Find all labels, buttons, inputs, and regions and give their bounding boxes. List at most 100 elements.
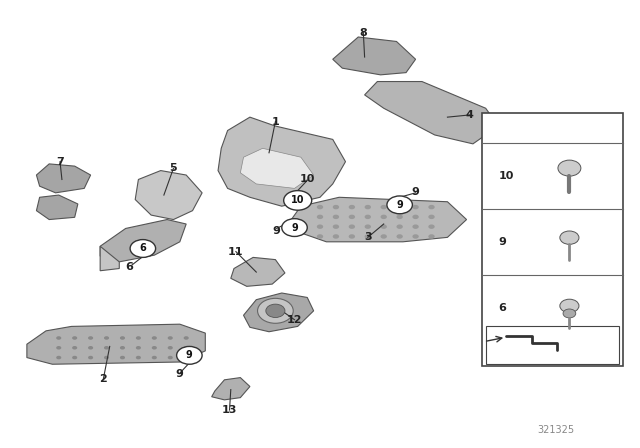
Circle shape: [184, 356, 189, 359]
Polygon shape: [241, 148, 314, 188]
Polygon shape: [244, 293, 314, 332]
Text: 321325: 321325: [537, 426, 574, 435]
Circle shape: [381, 234, 387, 239]
Polygon shape: [100, 220, 186, 262]
Text: 8: 8: [360, 28, 367, 38]
Circle shape: [104, 336, 109, 340]
Text: 6: 6: [125, 262, 132, 272]
Circle shape: [317, 234, 323, 239]
Polygon shape: [27, 324, 205, 364]
Circle shape: [284, 190, 312, 210]
Text: 11: 11: [228, 246, 244, 257]
Circle shape: [349, 224, 355, 229]
Circle shape: [365, 205, 371, 209]
Text: 9: 9: [273, 226, 280, 236]
Circle shape: [317, 215, 323, 219]
Circle shape: [317, 224, 323, 229]
Circle shape: [317, 205, 323, 209]
Circle shape: [104, 346, 109, 349]
Circle shape: [120, 346, 125, 349]
Text: 1: 1: [271, 116, 279, 127]
Circle shape: [56, 336, 61, 340]
Circle shape: [136, 346, 141, 349]
Circle shape: [560, 231, 579, 244]
Circle shape: [381, 224, 387, 229]
Text: 9: 9: [499, 237, 506, 247]
Polygon shape: [36, 164, 91, 193]
Text: 9: 9: [396, 200, 403, 210]
Circle shape: [333, 234, 339, 239]
Polygon shape: [100, 246, 119, 271]
Circle shape: [168, 336, 173, 340]
Text: 5: 5: [170, 164, 177, 173]
Circle shape: [184, 336, 189, 340]
Circle shape: [412, 205, 419, 209]
Text: 12: 12: [287, 315, 302, 325]
Text: 9: 9: [412, 187, 420, 197]
Text: 6: 6: [499, 303, 506, 313]
Circle shape: [428, 224, 435, 229]
Circle shape: [349, 234, 355, 239]
Text: 10: 10: [291, 195, 305, 205]
Circle shape: [560, 299, 579, 313]
Circle shape: [349, 215, 355, 219]
Circle shape: [72, 336, 77, 340]
Circle shape: [257, 298, 293, 323]
Circle shape: [428, 215, 435, 219]
Circle shape: [177, 346, 202, 364]
Circle shape: [396, 205, 403, 209]
Circle shape: [428, 205, 435, 209]
Text: 4: 4: [466, 110, 474, 120]
Circle shape: [412, 224, 419, 229]
Circle shape: [152, 356, 157, 359]
Text: 10: 10: [300, 174, 315, 185]
Circle shape: [152, 346, 157, 349]
Circle shape: [333, 224, 339, 229]
Bar: [483, 113, 623, 366]
Circle shape: [56, 356, 61, 359]
Circle shape: [120, 336, 125, 340]
Polygon shape: [135, 171, 202, 220]
Circle shape: [168, 356, 173, 359]
Circle shape: [56, 346, 61, 349]
Bar: [486, 326, 620, 364]
Circle shape: [130, 240, 156, 258]
Circle shape: [387, 196, 412, 214]
Circle shape: [152, 336, 157, 340]
Circle shape: [72, 356, 77, 359]
Circle shape: [412, 234, 419, 239]
Text: 6: 6: [140, 243, 146, 254]
Circle shape: [168, 346, 173, 349]
Circle shape: [282, 219, 307, 237]
Text: 10: 10: [499, 171, 514, 181]
Circle shape: [266, 304, 285, 318]
Text: 9: 9: [291, 223, 298, 233]
Circle shape: [428, 234, 435, 239]
Circle shape: [365, 224, 371, 229]
Text: 9: 9: [176, 370, 184, 379]
Polygon shape: [333, 37, 415, 75]
Polygon shape: [36, 195, 78, 220]
Circle shape: [396, 215, 403, 219]
Text: 9: 9: [186, 350, 193, 360]
Circle shape: [365, 234, 371, 239]
Circle shape: [381, 215, 387, 219]
Circle shape: [184, 346, 189, 349]
Circle shape: [558, 160, 581, 176]
Text: 13: 13: [222, 405, 237, 415]
Text: 3: 3: [364, 233, 372, 242]
Circle shape: [365, 215, 371, 219]
Polygon shape: [218, 117, 346, 206]
Text: 2: 2: [99, 374, 108, 384]
Circle shape: [88, 356, 93, 359]
Circle shape: [104, 356, 109, 359]
Circle shape: [88, 346, 93, 349]
Circle shape: [349, 205, 355, 209]
Circle shape: [563, 309, 576, 318]
Circle shape: [396, 224, 403, 229]
Polygon shape: [291, 197, 467, 242]
Polygon shape: [365, 82, 499, 144]
Circle shape: [333, 205, 339, 209]
Text: 7: 7: [56, 157, 64, 167]
Circle shape: [381, 205, 387, 209]
